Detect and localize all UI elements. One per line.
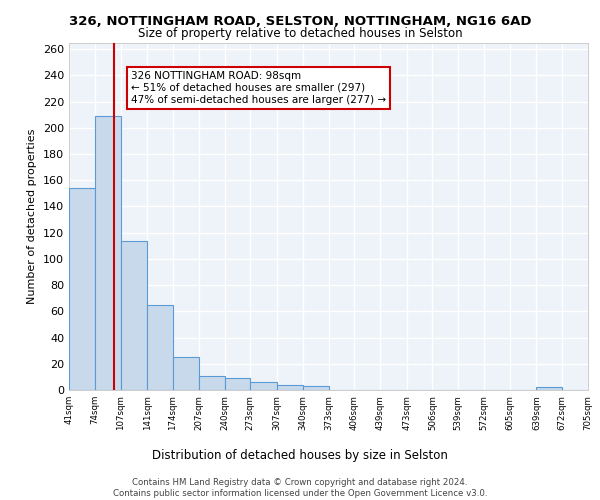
Text: Distribution of detached houses by size in Selston: Distribution of detached houses by size … [152, 450, 448, 462]
Bar [199, 376, 224, 390]
Bar [147, 305, 173, 390]
Y-axis label: Number of detached properties: Number of detached properties [28, 128, 37, 304]
Text: 326 NOTTINGHAM ROAD: 98sqm
← 51% of detached houses are smaller (297)
47% of sem: 326 NOTTINGHAM ROAD: 98sqm ← 51% of deta… [131, 72, 386, 104]
Bar [121, 240, 147, 390]
Bar [277, 385, 303, 390]
Bar [224, 378, 250, 390]
Bar [173, 357, 199, 390]
Bar [303, 386, 329, 390]
Text: Contains HM Land Registry data © Crown copyright and database right 2024.
Contai: Contains HM Land Registry data © Crown c… [113, 478, 487, 498]
Text: 326, NOTTINGHAM ROAD, SELSTON, NOTTINGHAM, NG16 6AD: 326, NOTTINGHAM ROAD, SELSTON, NOTTINGHA… [69, 15, 531, 28]
Bar [536, 388, 562, 390]
Text: Size of property relative to detached houses in Selston: Size of property relative to detached ho… [137, 28, 463, 40]
Bar [69, 188, 95, 390]
Bar [95, 116, 121, 390]
Bar [250, 382, 277, 390]
